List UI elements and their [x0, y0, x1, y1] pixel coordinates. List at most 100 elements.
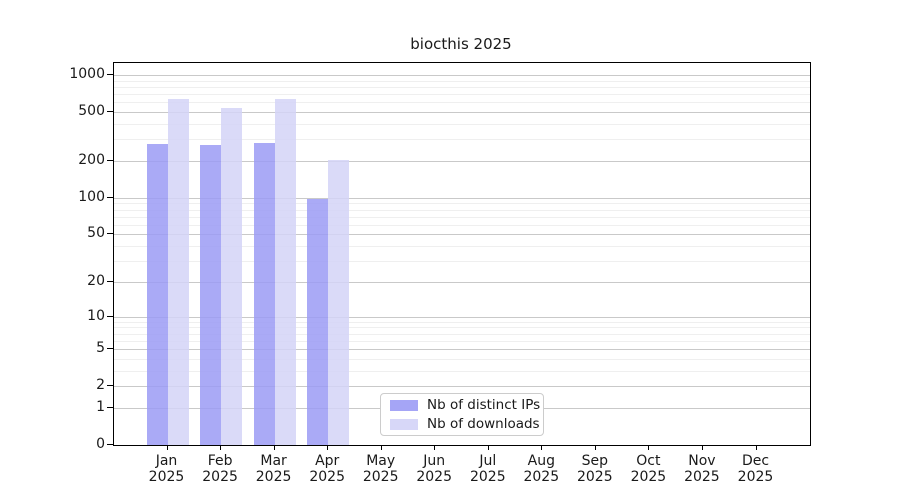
gridline-minor [114, 80, 810, 82]
x-axis-tick [380, 445, 382, 450]
gridline-major [114, 349, 810, 350]
gridline-major [114, 316, 810, 318]
legend-label-distinct-ips: Nb of distinct IPs [427, 397, 541, 413]
y-tick-label: 50 [87, 225, 105, 242]
gridline-minor [114, 340, 810, 342]
x-axis-tick [541, 445, 543, 450]
y-axis-tick [107, 315, 113, 317]
y-tick-label: 10 [87, 307, 105, 324]
gridline-minor [114, 123, 810, 125]
bar-downloads-feb [221, 108, 243, 445]
y-tick-label: 200 [78, 151, 105, 168]
y-axis-tick [107, 111, 113, 112]
gridline-major [114, 234, 810, 236]
gridline-major [114, 160, 810, 162]
plot-area [113, 62, 811, 446]
x-tick-label-year: 2025 [523, 469, 560, 485]
bar-distinct-ips-jan [146, 143, 168, 445]
y-axis-tick [107, 348, 113, 349]
gridline-major [114, 197, 810, 199]
gridline-minor [114, 321, 810, 323]
gridline-minor [114, 327, 810, 329]
gridline-minor [114, 94, 810, 95]
legend-label-downloads: Nb of downloads [427, 416, 540, 432]
x-axis-tick [327, 445, 329, 450]
x-axis-tick [648, 445, 650, 450]
y-tick-label: 2 [96, 377, 105, 394]
x-axis-tick [273, 445, 275, 450]
y-tick-label: 1 [96, 398, 105, 415]
bar-distinct-ips-apr [307, 199, 329, 445]
legend-swatch-distinct-ips [390, 399, 418, 411]
x-tick-label-year: 2025 [469, 469, 506, 485]
x-tick-label-year: 2025 [576, 469, 613, 485]
gridline-minor [114, 139, 810, 141]
x-tick-label-year: 2025 [309, 469, 345, 485]
x-axis-tick [487, 445, 489, 450]
gridline-minor [114, 261, 810, 263]
x-tick-label-month: Dec [741, 453, 770, 469]
legend-item-distinct-ips: Nb of distinct IPs [390, 397, 543, 413]
x-tick-label-year: 2025 [684, 469, 720, 485]
x-tick-label-month: Nov [688, 453, 716, 469]
x-tick-label-month: Jun [423, 453, 446, 469]
y-tick-label: 100 [78, 188, 105, 205]
chart-title: biocthis 2025 [410, 35, 512, 53]
x-tick-label-month: Oct [636, 453, 661, 469]
y-tick-label: 500 [78, 103, 105, 119]
x-tick-label-month: Jul [479, 453, 497, 469]
x-axis-tick [434, 445, 436, 450]
gridline-minor [114, 102, 810, 104]
legend: Nb of distinct IPs Nb of downloads [380, 393, 544, 436]
gridline-minor [114, 209, 810, 211]
y-tick-label: 20 [87, 272, 105, 289]
legend-swatch-downloads [390, 418, 418, 430]
x-tick-label-month: Jan [155, 453, 178, 469]
y-tick-label: 0 [96, 436, 105, 452]
gridline-minor [114, 86, 810, 88]
x-tick-label-month: May [366, 453, 396, 469]
gridline-minor [114, 246, 810, 248]
y-axis-tick [107, 159, 113, 161]
y-axis-tick [107, 196, 113, 198]
x-tick-label-month: Mar [260, 453, 287, 469]
y-axis-tick [107, 280, 113, 282]
x-tick-label-year: 2025 [202, 469, 238, 485]
x-tick-label-month: Apr [315, 453, 340, 469]
y-axis-tick [107, 406, 113, 408]
gridline-minor [114, 203, 810, 205]
legend-item-downloads: Nb of downloads [390, 416, 543, 432]
y-axis-tick [107, 73, 113, 75]
bar-downloads-mar [274, 98, 296, 445]
x-axis-tick [594, 445, 596, 450]
bar-downloads-jan [167, 99, 189, 445]
bar-downloads-apr [328, 159, 350, 445]
x-tick-label-year: 2025 [416, 469, 452, 485]
bar-distinct-ips-mar [253, 142, 275, 445]
x-tick-label-month: Sep [581, 453, 608, 469]
x-tick-label-year: 2025 [737, 469, 774, 485]
gridline-minor [114, 216, 810, 218]
y-axis-tick [107, 385, 113, 387]
y-axis-tick [107, 444, 113, 445]
gridline-minor [114, 224, 810, 226]
y-tick-label: 5 [96, 340, 105, 356]
x-tick-label-month: Feb [207, 453, 233, 469]
gridline-minor [114, 333, 810, 335]
bar-distinct-ips-feb [200, 144, 222, 445]
gridline-major [114, 386, 810, 388]
x-axis-tick [755, 445, 757, 450]
gridline-major [114, 74, 810, 76]
x-axis-tick [701, 445, 703, 450]
gridline-minor [114, 370, 810, 372]
x-axis-tick [220, 445, 222, 450]
x-tick-label-year: 2025 [255, 469, 292, 485]
x-tick-label-year: 2025 [148, 469, 185, 485]
y-tick-label: 1000 [69, 65, 105, 82]
y-axis-tick [107, 233, 113, 235]
gridline-minor [114, 358, 810, 360]
gridline-major [114, 281, 810, 283]
gridline-major [114, 112, 810, 113]
x-axis-tick [166, 445, 168, 450]
